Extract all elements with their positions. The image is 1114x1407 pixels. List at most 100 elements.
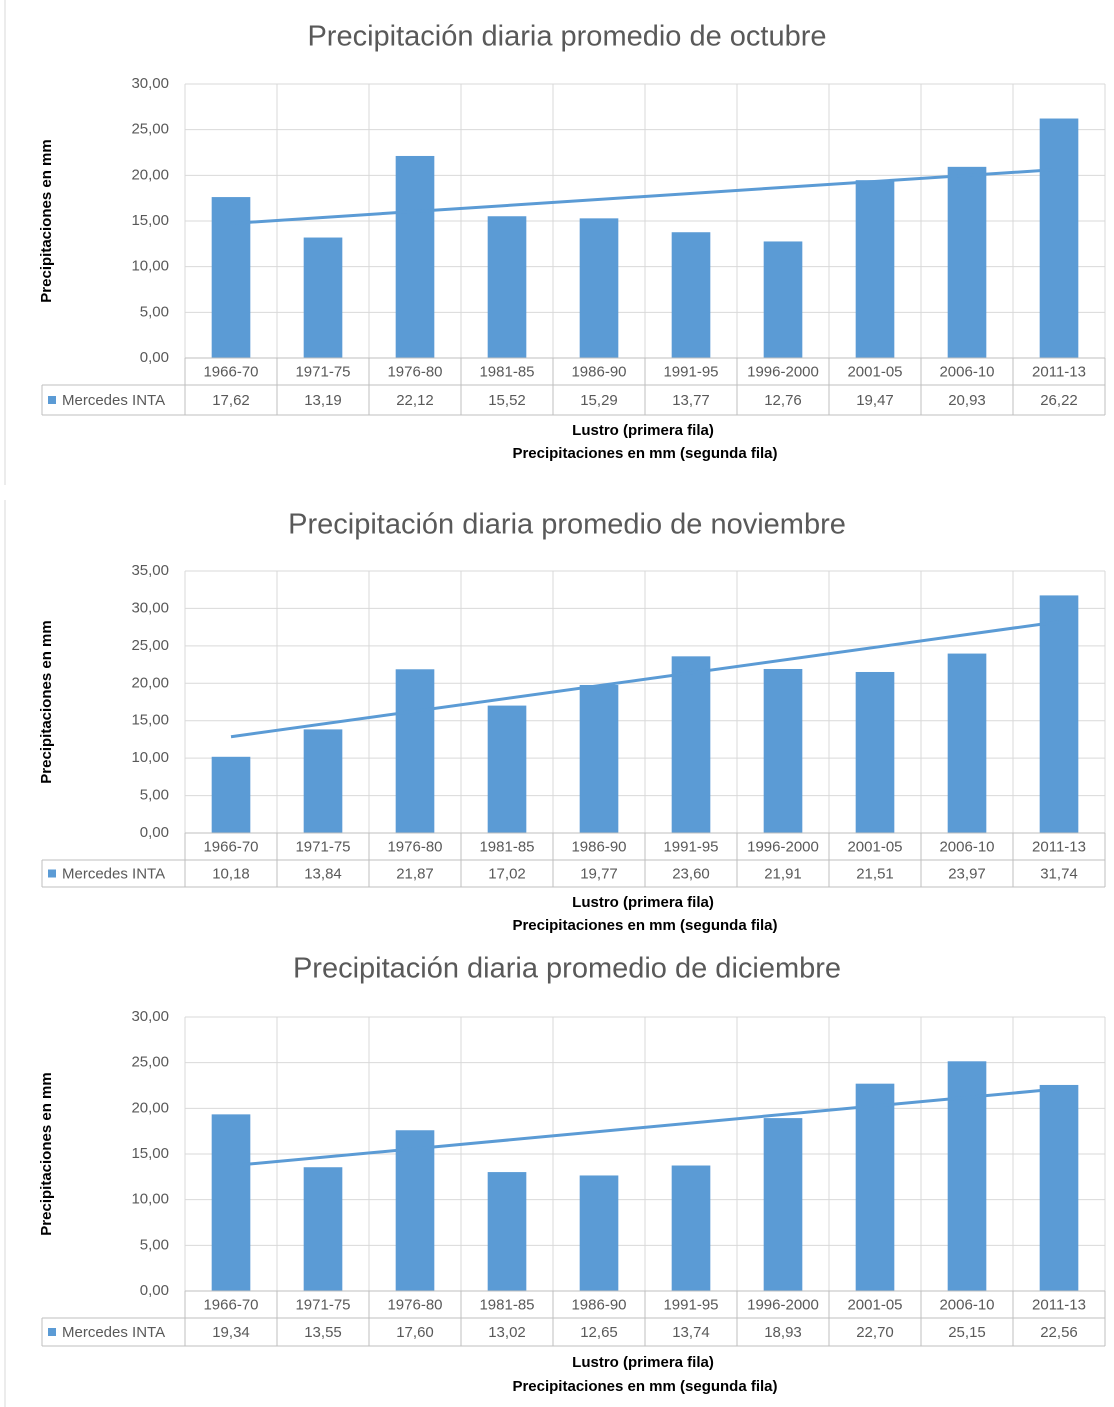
x-axis-title: Lustro (primera fila)	[572, 1354, 714, 1371]
x-tick-label: 1981-85	[479, 1296, 534, 1313]
data-label: 15,29	[580, 392, 618, 409]
y-axis-title: Precipitaciones en mm	[38, 1072, 55, 1235]
data-label: 23,60	[672, 865, 710, 882]
y-tick-label: 30,00	[131, 599, 169, 616]
chart-title: Precipitación diaria promedio de octubre	[307, 21, 826, 53]
x-axis-title: Lustro (primera fila)	[572, 894, 714, 911]
y-tick-label: 10,00	[131, 749, 169, 766]
data-label: 12,76	[764, 392, 802, 409]
data-label: 23,97	[948, 865, 986, 882]
data-label: 31,74	[1040, 865, 1078, 882]
x-axis-title-2: Precipitaciones en mm (segunda fila)	[512, 1378, 777, 1395]
bar	[579, 685, 619, 833]
y-tick-label: 30,00	[131, 75, 169, 92]
x-tick-label: 2006-10	[939, 838, 994, 855]
chart-title: Precipitación diaria promedio de diciemb…	[293, 953, 841, 985]
y-axis-title: Precipitaciones en mm	[38, 139, 55, 302]
x-tick-label: 1976-80	[387, 1296, 442, 1313]
x-tick-label: 1996-2000	[747, 363, 819, 380]
legend-swatch	[48, 1328, 56, 1336]
x-tick-label: 2011-13	[1032, 363, 1086, 380]
x-tick-label: 2011-13	[1032, 838, 1086, 855]
data-label: 17,62	[212, 392, 250, 409]
x-tick-label: 1991-95	[663, 363, 718, 380]
y-tick-label: 10,00	[131, 258, 169, 275]
data-label: 10,18	[212, 865, 250, 882]
bar	[947, 166, 987, 358]
x-tick-label: 2006-10	[939, 1296, 994, 1313]
bar	[211, 1114, 251, 1291]
x-tick-label: 2001-05	[847, 363, 902, 380]
x-tick-label: 1986-90	[571, 363, 626, 380]
y-tick-label: 25,00	[131, 637, 169, 654]
trendline	[230, 167, 1060, 225]
bar	[855, 180, 895, 358]
data-label: 13,74	[672, 1324, 710, 1341]
data-label: 21,91	[764, 865, 802, 882]
x-tick-label: 2006-10	[939, 363, 994, 380]
legend-label: Mercedes INTA	[62, 392, 165, 409]
bar	[763, 668, 803, 833]
data-label: 17,02	[488, 865, 526, 882]
bar	[395, 669, 435, 833]
x-tick-label: 1971-75	[295, 363, 350, 380]
bar	[395, 1130, 435, 1291]
x-tick-label: 1976-80	[387, 838, 442, 855]
data-label: 19,77	[580, 865, 618, 882]
x-tick-label: 1981-85	[479, 363, 534, 380]
data-label: 21,51	[856, 865, 894, 882]
y-tick-label: 5,00	[140, 787, 169, 804]
x-tick-label: 1996-2000	[747, 838, 819, 855]
trendline	[230, 620, 1060, 739]
bar	[579, 218, 619, 358]
data-label: 17,60	[396, 1324, 434, 1341]
x-axis-title-2: Precipitaciones en mm (segunda fila)	[512, 445, 777, 462]
x-tick-label: 1971-75	[295, 838, 350, 855]
bar	[579, 1175, 619, 1291]
data-label: 13,84	[304, 865, 342, 882]
data-label: 22,12	[396, 392, 434, 409]
data-label: 22,70	[856, 1324, 894, 1341]
bar	[487, 216, 527, 358]
data-label: 18,93	[764, 1324, 802, 1341]
x-tick-label: 1991-95	[663, 838, 718, 855]
bar	[855, 671, 895, 833]
chart-title: Precipitación diaria promedio de noviemb…	[288, 509, 846, 541]
legend-swatch	[48, 396, 56, 404]
data-label: 20,93	[948, 392, 986, 409]
data-label: 22,56	[1040, 1324, 1078, 1341]
bar	[855, 1083, 895, 1291]
bar	[211, 756, 251, 833]
y-tick-label: 20,00	[131, 1099, 169, 1116]
y-tick-label: 35,00	[131, 562, 169, 579]
bar	[671, 1165, 711, 1291]
data-label: 15,52	[488, 392, 526, 409]
data-label: 19,34	[212, 1324, 250, 1341]
y-tick-label: 15,00	[131, 1145, 169, 1162]
x-tick-label: 1986-90	[571, 1296, 626, 1313]
data-label: 26,22	[1040, 392, 1078, 409]
x-tick-label: 1976-80	[387, 363, 442, 380]
bar	[487, 705, 527, 833]
trendline	[230, 1087, 1060, 1168]
x-tick-label: 1986-90	[571, 838, 626, 855]
bar	[947, 653, 987, 833]
bar	[303, 1167, 343, 1291]
y-tick-label: 0,00	[140, 349, 169, 366]
y-tick-label: 5,00	[140, 1236, 169, 1253]
x-axis-title-2: Precipitaciones en mm (segunda fila)	[512, 917, 777, 934]
data-label: 12,65	[580, 1324, 618, 1341]
x-tick-label: 1971-75	[295, 1296, 350, 1313]
x-tick-label: 1981-85	[479, 838, 534, 855]
data-label: 19,47	[856, 392, 894, 409]
data-label: 25,15	[948, 1324, 986, 1341]
y-tick-label: 5,00	[140, 303, 169, 320]
x-tick-label: 2001-05	[847, 838, 902, 855]
y-tick-label: 25,00	[131, 1054, 169, 1071]
x-axis-title: Lustro (primera fila)	[572, 422, 714, 439]
bar	[303, 729, 343, 833]
y-axis-title: Precipitaciones en mm	[38, 620, 55, 783]
y-tick-label: 20,00	[131, 166, 169, 183]
data-label: 13,55	[304, 1324, 342, 1341]
